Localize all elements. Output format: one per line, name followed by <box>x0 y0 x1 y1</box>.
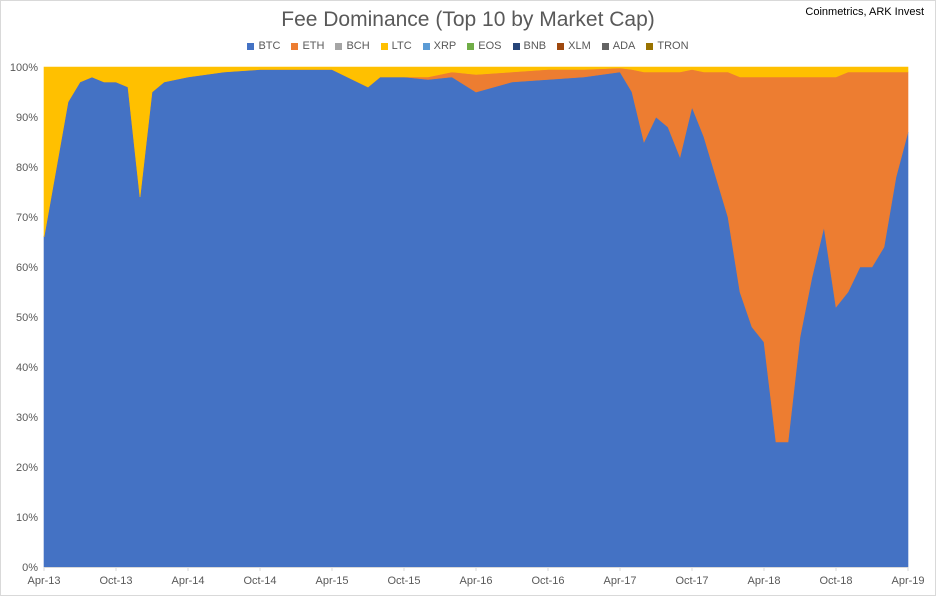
legend-item-xrp: XRP <box>422 40 457 52</box>
y-tick-label: 20% <box>16 462 38 474</box>
legend-swatch <box>557 42 565 50</box>
legend-item-xlm: XLM <box>557 40 591 52</box>
legend-item-bch: BCH <box>335 40 370 52</box>
legend-label: XRP <box>433 40 457 52</box>
x-tick-label: Apr-16 <box>459 575 492 587</box>
legend-label: EOS <box>478 40 502 52</box>
series-areas <box>43 66 909 568</box>
x-tick-label: Oct-14 <box>243 575 276 587</box>
y-tick-label: 10% <box>16 512 38 524</box>
legend-swatch <box>601 42 609 50</box>
legend-swatch <box>291 42 299 50</box>
x-tick-label: Apr-15 <box>315 575 348 587</box>
area-series-ltc <box>43 66 909 238</box>
legend-label: LTC <box>391 40 412 52</box>
y-tick-label: 30% <box>16 412 38 424</box>
chart-legend: BTC ETH BCH LTC XRP EOS BNB XLM ADA TRON <box>0 40 936 52</box>
legend-swatch <box>422 42 430 50</box>
legend-label: ADA <box>612 40 636 52</box>
legend-swatch <box>646 42 654 50</box>
x-tick-label: Apr-14 <box>171 575 204 587</box>
y-tick-label: 40% <box>16 362 38 374</box>
chart-axes: 0% 10% 20% 30% 40% 50% 60% 70% 80% 90% 100% Apr-13 O… <box>10 62 925 587</box>
x-tick-label: Oct-16 <box>531 575 564 587</box>
y-tick-label: 80% <box>16 162 38 174</box>
legend-swatch <box>247 42 255 50</box>
legend-item-eth: ETH <box>291 40 324 52</box>
y-tick-label: 90% <box>16 112 38 124</box>
y-tick-label: 50% <box>16 312 38 324</box>
legend-item-bnb: BNB <box>512 40 547 52</box>
y-tick-label: 60% <box>16 262 38 274</box>
y-tick-label: 100% <box>10 62 38 74</box>
x-tick-label: Apr-18 <box>747 575 780 587</box>
legend-label: ETH <box>302 40 325 52</box>
legend-swatch <box>335 42 343 50</box>
legend-item-btc: BTC <box>247 40 280 52</box>
legend-label: BCH <box>346 40 370 52</box>
x-tick-label: Oct-17 <box>675 575 708 587</box>
x-tick-label: Apr-17 <box>603 575 636 587</box>
legend-item-eos: EOS <box>467 40 502 52</box>
x-tick-label: Oct-18 <box>819 575 852 587</box>
source-credit: Coinmetrics, ARK Invest <box>805 6 924 18</box>
x-tick-label: Oct-15 <box>387 575 420 587</box>
x-tick-label: Apr-19 <box>891 575 924 587</box>
legend-label: TRON <box>657 40 689 52</box>
legend-item-ltc: LTC <box>380 40 412 52</box>
legend-item-tron: TRON <box>646 40 689 52</box>
x-tick-label: Apr-13 <box>27 575 60 587</box>
legend-swatch <box>467 42 475 50</box>
legend-swatch <box>512 42 520 50</box>
legend-label: XLM <box>568 40 591 52</box>
legend-label: BNB <box>523 40 547 52</box>
y-tick-label: 70% <box>16 212 38 224</box>
legend-item-ada: ADA <box>601 40 636 52</box>
legend-swatch <box>380 42 388 50</box>
x-tick-label: Oct-13 <box>99 575 132 587</box>
chart-title: Fee Dominance (Top 10 by Market Cap) <box>281 8 655 31</box>
y-tick-label: 0% <box>22 562 38 574</box>
legend-label: BTC <box>258 40 281 52</box>
